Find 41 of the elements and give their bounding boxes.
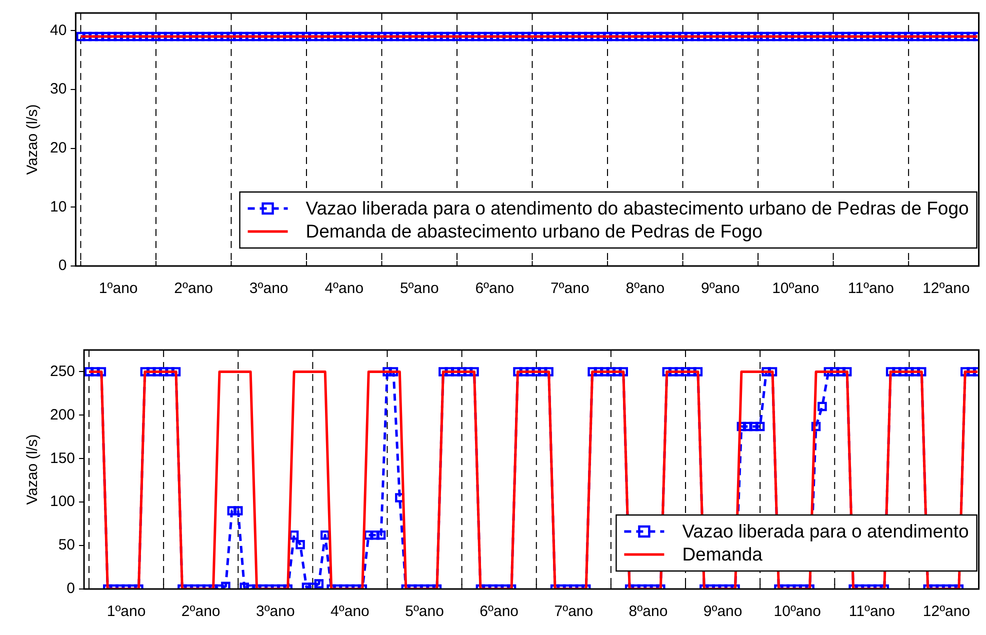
legend-label: Demanda	[682, 544, 764, 565]
y-tick-label: 200	[50, 406, 76, 424]
x-tick-label: 8ºano	[628, 603, 668, 620]
x-tick-label: 11ºano	[848, 603, 895, 620]
y-axis-title: Vazao (l/s)	[24, 104, 42, 175]
y-tick-label: 0	[66, 580, 76, 598]
x-tick-label: 10ºano	[772, 280, 820, 298]
y-tick-label: 10	[50, 198, 67, 216]
x-tick-label: 6ºano	[480, 603, 519, 620]
x-tick-label: 8ºano	[626, 280, 665, 298]
y-tick-label: 30	[50, 80, 67, 98]
y-tick-label: 0	[58, 257, 67, 274]
legend-label: Vazao liberada para o atendimento	[682, 520, 969, 542]
x-tick-label: 10ºano	[774, 603, 821, 620]
y-tick-label: 20	[50, 139, 67, 156]
x-tick-label: 4ºano	[324, 280, 364, 298]
x-tick-label: 12ºano	[922, 280, 970, 298]
y-tick-label: 150	[50, 450, 76, 467]
x-tick-label: 5ºano	[400, 280, 439, 298]
x-tick-label: 5ºano	[405, 603, 444, 620]
x-tick-label: 1ºano	[106, 603, 146, 620]
x-tick-label: 9ºano	[700, 280, 740, 298]
x-tick-label: 2ºano	[174, 280, 214, 298]
y-tick-label: 40	[50, 22, 67, 39]
legend-label: Demanda de abastecimento urbano de Pedras de Fogo	[306, 220, 762, 242]
y-tick-label: 250	[50, 362, 76, 380]
x-tick-label: 6ºano	[475, 280, 514, 298]
legend-label: Vazao liberada para o atendimento do abastecimento urbano de Pedras de Fogo	[306, 198, 969, 219]
x-tick-label: 1ºano	[98, 280, 138, 298]
x-tick-label: 3ºano	[249, 280, 288, 298]
x-tick-label: 2ºano	[181, 603, 220, 620]
x-tick-label: 3ºano	[256, 603, 295, 620]
x-tick-label: 11ºano	[848, 280, 894, 298]
y-axis-title: Vazao (l/s)	[24, 434, 42, 505]
y-tick-label: 100	[50, 493, 76, 510]
y-tick-label: 50	[58, 536, 76, 554]
x-tick-label: 7ºano	[550, 280, 590, 298]
x-tick-label: 12ºano	[922, 603, 970, 620]
x-tick-label: 4ºano	[330, 603, 370, 620]
x-tick-label: 7ºano	[554, 603, 594, 620]
x-tick-label: 9ºano	[703, 603, 742, 620]
